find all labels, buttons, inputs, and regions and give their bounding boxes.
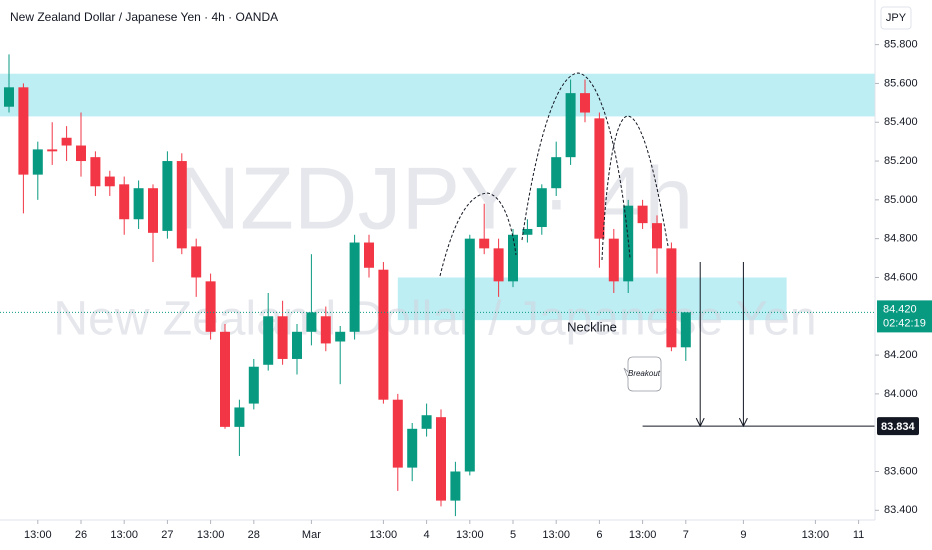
candle-body bbox=[450, 471, 461, 501]
candle-body bbox=[32, 149, 43, 175]
x-tick-label: 4 bbox=[424, 529, 430, 541]
candle-body bbox=[47, 149, 58, 152]
y-tick-label: 83.600 bbox=[884, 465, 918, 477]
candle-body bbox=[191, 246, 202, 278]
currency[interactable]: JPY bbox=[886, 12, 907, 24]
candle-body bbox=[421, 415, 432, 429]
watermark-description: New Zealand Dollar / Japanese Yen bbox=[53, 293, 816, 346]
candle-body bbox=[119, 184, 130, 220]
neckline-label: Neckline bbox=[567, 319, 617, 334]
candle-body bbox=[407, 428, 418, 468]
x-tick-label: 13:00 bbox=[802, 529, 830, 541]
candle-body bbox=[205, 281, 216, 332]
arrow-head bbox=[738, 417, 748, 428]
candle-body bbox=[306, 312, 317, 332]
y-tick-label: 85.800 bbox=[884, 39, 918, 51]
candle-body bbox=[680, 312, 691, 348]
currency-button[interactable] bbox=[880, 6, 912, 30]
breakout-callout bbox=[623, 356, 662, 392]
candle-body bbox=[320, 316, 331, 344]
arrow-head bbox=[695, 417, 705, 428]
last-price-label: 84.420 bbox=[883, 303, 917, 315]
candle-body bbox=[479, 238, 490, 249]
x-tick-label: 27 bbox=[161, 529, 173, 541]
x-tick-label: 6 bbox=[596, 529, 602, 541]
head bbox=[521, 72, 631, 259]
candle-body bbox=[349, 242, 360, 332]
candle-body bbox=[104, 176, 115, 187]
zone bbox=[0, 73, 875, 117]
candle-body bbox=[436, 417, 446, 501]
left-shoulder bbox=[439, 192, 517, 277]
y-tick-label: 83.400 bbox=[884, 504, 918, 516]
x-tick-label: 13:00 bbox=[542, 529, 570, 541]
candle-body bbox=[637, 205, 648, 224]
candle-body bbox=[4, 87, 14, 107]
candle-body bbox=[378, 269, 389, 400]
x-tick-label: 11 bbox=[853, 529, 864, 541]
target-price-box bbox=[877, 417, 919, 436]
candle-body bbox=[277, 316, 288, 359]
x-tick-label: 13:00 bbox=[629, 529, 657, 541]
zone bbox=[397, 277, 787, 321]
x-tick-label: Mar bbox=[302, 529, 321, 541]
candle-body bbox=[392, 399, 403, 468]
candle-body bbox=[364, 242, 374, 268]
x-tick-label: 13:00 bbox=[24, 529, 52, 541]
candle-body bbox=[335, 331, 346, 342]
pattern-arcs bbox=[439, 72, 669, 277]
x-tick-label: 13:00 bbox=[370, 529, 398, 541]
candle-body bbox=[76, 145, 86, 162]
candle-body bbox=[551, 157, 562, 189]
candle-body bbox=[234, 407, 245, 427]
candle-body bbox=[522, 228, 533, 235]
candle-body bbox=[666, 248, 677, 348]
y-tick-label: 84.600 bbox=[884, 271, 918, 283]
candle-body bbox=[652, 223, 662, 249]
breakout-label: Breakout bbox=[628, 369, 661, 378]
countdown: 02:42:19 bbox=[883, 317, 926, 329]
y-tick-label: 85.000 bbox=[884, 194, 918, 206]
x-tick-label: 5 bbox=[510, 529, 516, 541]
target-price-label: 83.834 bbox=[881, 421, 916, 433]
last-price-box bbox=[877, 300, 932, 333]
y-tick-label: 84.000 bbox=[884, 388, 918, 400]
y-tick-label: 85.400 bbox=[884, 116, 918, 128]
candle-body bbox=[176, 161, 187, 249]
candle-body bbox=[508, 234, 518, 282]
x-tick-label: 13:00 bbox=[456, 529, 484, 541]
candle-body bbox=[18, 87, 29, 175]
candle-body bbox=[148, 188, 158, 233]
chart-title: New Zealand Dollar / Japanese Yen · 4h ·… bbox=[10, 10, 278, 24]
candle-body bbox=[580, 93, 590, 113]
y-tick-label: 85.200 bbox=[884, 155, 918, 167]
candle-body bbox=[292, 331, 302, 359]
candle-body bbox=[594, 118, 605, 239]
candle-body bbox=[263, 316, 274, 365]
candle-body bbox=[464, 238, 475, 472]
x-tick-label: 7 bbox=[683, 529, 689, 541]
candle-body bbox=[565, 93, 576, 158]
x-tick-label: 28 bbox=[248, 529, 260, 541]
candle-body bbox=[608, 238, 619, 282]
candle-body bbox=[493, 248, 504, 282]
y-tick-label: 85.600 bbox=[884, 77, 918, 89]
candle-body bbox=[248, 366, 259, 404]
right-shoulder bbox=[601, 115, 669, 261]
x-tick-label: 26 bbox=[75, 529, 87, 541]
candle-body bbox=[162, 161, 173, 231]
watermark-symbol: NZDJPY · 4h bbox=[177, 148, 694, 247]
candle-body bbox=[220, 331, 230, 427]
x-tick-label: 13:00 bbox=[197, 529, 225, 541]
candle-body bbox=[623, 205, 634, 282]
y-tick-label: 84.200 bbox=[884, 349, 918, 361]
candle-body bbox=[536, 188, 547, 228]
candle-body bbox=[133, 188, 144, 220]
candle-body bbox=[90, 157, 101, 187]
x-tick-label: 13:00 bbox=[110, 529, 138, 541]
candle-body bbox=[61, 137, 72, 146]
y-tick-label: 84.800 bbox=[884, 233, 918, 245]
x-tick-label: 9 bbox=[740, 529, 746, 541]
